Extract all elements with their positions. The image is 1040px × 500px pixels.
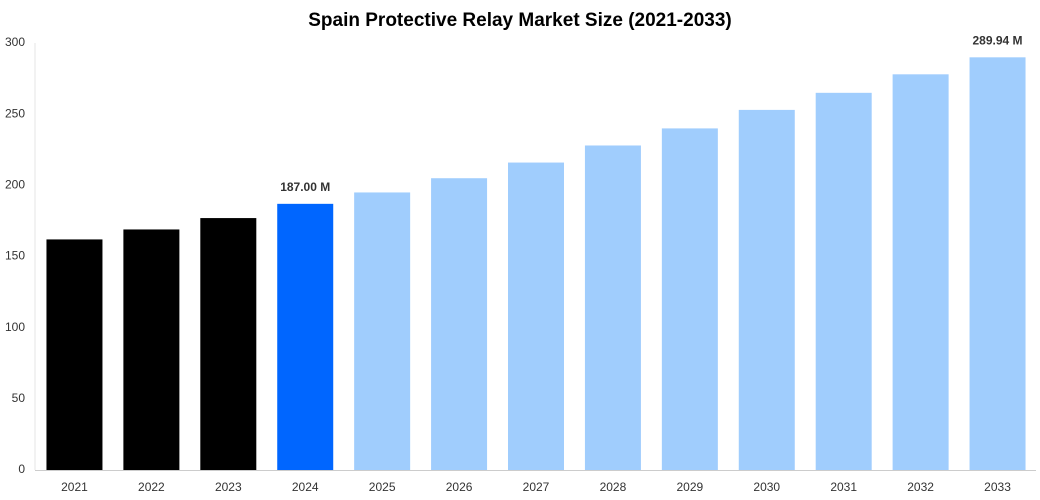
bar [123,229,180,470]
x-tick-label: 2030 [753,480,780,494]
x-tick-label: 2023 [215,480,242,494]
bar [738,109,795,470]
y-tick-label: 100 [5,320,25,334]
x-tick-label: 2031 [830,480,857,494]
x-tick-label: 2032 [907,480,934,494]
bar [431,178,488,470]
y-tick-label: 0 [18,462,25,476]
bar [661,128,718,470]
y-tick-label: 300 [5,35,25,49]
x-tick-label: 2029 [676,480,703,494]
x-tick-label: 2033 [984,480,1011,494]
value-label: 187.00 M [280,180,330,194]
bar [200,218,257,470]
x-tick-label: 2022 [138,480,165,494]
x-tick-label: 2021 [61,480,88,494]
bar [508,162,564,470]
y-tick-label: 150 [5,249,25,263]
y-tick-label: 200 [5,178,25,192]
bar [354,192,411,470]
chart-title: Spain Protective Relay Market Size (2021… [308,10,731,31]
bar [277,203,334,470]
x-tick-label: 2025 [369,480,396,494]
value-label: 289.94 M [973,33,1023,47]
x-tick-label: 2028 [600,480,627,494]
x-tick-label: 2026 [446,480,473,494]
bar [815,92,872,471]
bar [46,239,103,470]
bar [584,145,641,471]
bar [969,57,1026,471]
y-tick-label: 250 [5,106,25,120]
x-tick-label: 2027 [523,480,550,494]
y-tick-label: 50 [12,391,26,405]
x-tick-label: 2024 [292,480,319,494]
bar [892,74,949,471]
